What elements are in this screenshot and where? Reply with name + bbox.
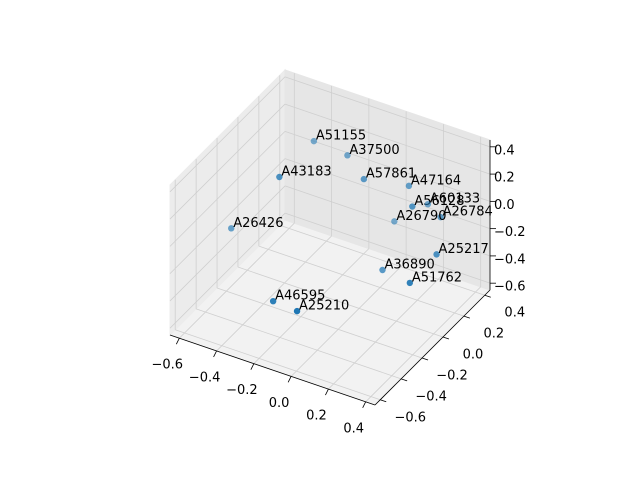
- grid-line: [175, 329, 381, 401]
- y-tick-label: 0.4: [504, 306, 525, 321]
- z-tick-label: −0.2: [494, 225, 526, 240]
- grid-line: [284, 103, 491, 175]
- y-tick-label: 0.0: [463, 348, 484, 363]
- x-tick-label: 0.2: [306, 409, 327, 424]
- grid-line: [169, 212, 286, 329]
- y-tick-label: −0.2: [436, 368, 468, 383]
- point: [409, 203, 416, 210]
- point: [437, 213, 444, 221]
- grid-line: [284, 76, 491, 148]
- y-tick-label: 0.2: [484, 327, 505, 342]
- point: [228, 225, 235, 232]
- point-label: A60133: [430, 192, 480, 207]
- tick-mark: [175, 338, 180, 345]
- grid-line: [237, 266, 444, 338]
- x-tick-label: 0.0: [269, 396, 290, 411]
- point-label: A26790: [396, 209, 446, 224]
- point-label: A57861: [366, 167, 416, 182]
- x-tick-label: 0.4: [343, 421, 364, 436]
- x-tick-label: −0.2: [226, 383, 258, 398]
- grid-line: [169, 76, 286, 193]
- point-label: A43183: [281, 165, 331, 180]
- tick-mark: [484, 294, 491, 298]
- point: [360, 175, 368, 183]
- grid-line: [169, 103, 286, 220]
- grid-line: [290, 261, 407, 377]
- grid-line: [365, 286, 481, 403]
- point: [433, 251, 440, 258]
- point: [344, 152, 351, 159]
- y-axis-line: [374, 289, 491, 406]
- grid-line: [169, 185, 286, 302]
- grid-line: [284, 212, 491, 284]
- grid-line: [279, 224, 485, 296]
- point-label: A26784: [443, 205, 493, 220]
- point: [406, 279, 414, 287]
- grid-line: [284, 130, 491, 202]
- point: [276, 173, 283, 181]
- point-label: A25217: [439, 242, 489, 257]
- grid-line: [169, 158, 286, 274]
- x-axis-line: [169, 334, 376, 406]
- point: [424, 200, 432, 208]
- grid-line: [284, 158, 491, 230]
- tick-mark: [380, 399, 387, 403]
- grid-line: [216, 287, 423, 359]
- grid-line: [169, 131, 286, 247]
- point: [269, 297, 277, 305]
- tick-mark: [250, 363, 255, 370]
- y-tick-label: −0.4: [415, 389, 447, 404]
- x-tick-label: −0.6: [152, 358, 184, 373]
- point-label: A26426: [233, 216, 283, 231]
- tick-mark: [421, 357, 429, 361]
- point: [405, 182, 413, 190]
- point: [379, 266, 386, 274]
- grid-line: [196, 308, 402, 380]
- tick-mark: [325, 388, 329, 396]
- point-label: A51762: [412, 270, 462, 285]
- z-tick-label: 0.4: [494, 143, 515, 158]
- grid-line: [284, 185, 491, 257]
- z-tick-label: −0.6: [494, 280, 526, 295]
- x-tick-label: −0.4: [189, 370, 221, 385]
- tick-mark: [442, 336, 450, 340]
- grid-line: [328, 273, 444, 390]
- point-label: A46595: [275, 289, 325, 304]
- point-label: A47164: [411, 173, 461, 188]
- y-tick-label: −0.6: [394, 410, 426, 425]
- grid-line: [216, 235, 332, 352]
- z-tick-label: −0.4: [494, 252, 526, 267]
- point-label: A51155: [316, 129, 366, 144]
- grid-line: [258, 245, 464, 317]
- point-label: A37500: [349, 143, 399, 158]
- point: [310, 137, 318, 145]
- point-label: A36890: [385, 258, 435, 273]
- tick-mark: [213, 350, 217, 358]
- tick-mark: [287, 376, 292, 383]
- point: [293, 307, 301, 315]
- tick-mark: [362, 401, 367, 408]
- z-tick-label: 0.2: [494, 171, 515, 186]
- point-label: A25210: [299, 299, 349, 314]
- grid-line: [253, 248, 370, 364]
- point: [391, 218, 398, 225]
- grid-line: [179, 222, 295, 339]
- tick-mark: [401, 378, 408, 382]
- tick-mark: [463, 315, 470, 319]
- z-tick-label: 0.0: [494, 198, 515, 213]
